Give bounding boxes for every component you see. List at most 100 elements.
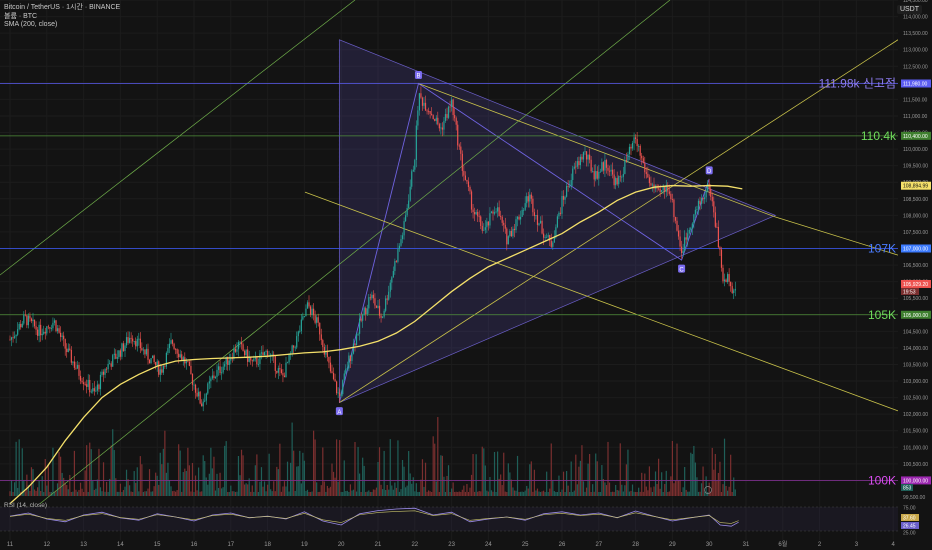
volume-bar: [579, 460, 581, 496]
volume-bar: [26, 474, 28, 496]
price-tick: 108,000.00: [903, 213, 928, 219]
candle: [635, 137, 637, 139]
volume-bar: [204, 461, 206, 496]
volume-bar: [432, 436, 434, 496]
volume-bar: [621, 484, 623, 496]
volume-bar: [486, 490, 488, 496]
volume-bar: [685, 489, 687, 496]
rsi-tick: 25.00: [903, 531, 916, 537]
candle: [237, 342, 240, 350]
candle: [104, 368, 106, 375]
volume-bar: [320, 485, 322, 496]
volume-bar: [670, 476, 672, 496]
volume-bar: [63, 477, 65, 496]
candle: [83, 382, 85, 385]
candle: [524, 203, 526, 210]
candle: [78, 365, 80, 376]
volume-bar: [121, 491, 123, 496]
candle: [401, 235, 404, 240]
rsi-indicator-label[interactable]: RSI (14, close): [4, 502, 47, 509]
volume-bar: [136, 467, 138, 496]
candle: [472, 209, 474, 213]
reload-icon: [704, 486, 712, 494]
price-flag-label: 111,980.00: [903, 81, 928, 87]
volume-bar: [202, 455, 204, 496]
time-tick: 30: [706, 542, 713, 548]
volume-bar: [129, 485, 131, 496]
candle: [530, 194, 532, 199]
candle: [431, 113, 433, 116]
candle: [498, 207, 500, 217]
candle: [397, 248, 399, 262]
currency-badge[interactable]: USDT: [896, 5, 922, 14]
candle: [719, 247, 721, 250]
volume-bar: [431, 491, 433, 496]
volume-bar: [378, 447, 381, 496]
volume-bar: [510, 479, 512, 496]
candle: [188, 361, 190, 366]
candle: [9, 339, 11, 341]
volume-bar: [481, 446, 483, 496]
candle: [18, 323, 20, 330]
candle: [294, 347, 296, 349]
symbol-title[interactable]: Bitcoin / TetherUS · 1시간 · BINANCE: [4, 4, 121, 11]
candle: [474, 212, 476, 215]
candle: [60, 332, 62, 337]
volume-bar: [674, 480, 677, 496]
volume-bar: [592, 484, 594, 496]
candle: [651, 184, 654, 186]
volume-bar: [190, 491, 192, 496]
candle: [102, 371, 105, 375]
candle: [457, 124, 459, 146]
candle: [549, 235, 551, 241]
volume-bar: [595, 453, 597, 496]
volume-bar: [337, 481, 339, 496]
candle: [343, 373, 345, 381]
candle: [612, 169, 614, 175]
volume-bar: [420, 479, 422, 496]
volume-bar: [423, 486, 425, 496]
sma-200-line: [9, 184, 743, 505]
candle: [253, 358, 255, 362]
sma-indicator-label[interactable]: SMA (200, close): [4, 21, 58, 28]
candle: [501, 216, 503, 223]
volume-bar: [274, 491, 276, 496]
volume-bar: [216, 473, 218, 496]
volume-bar: [225, 441, 227, 496]
candle: [587, 154, 589, 160]
candle: [619, 176, 621, 178]
volume-bar: [175, 491, 177, 496]
price-tick: 111,500.00: [903, 97, 928, 103]
candle: [43, 331, 45, 334]
candle: [193, 384, 195, 386]
volume-bar: [316, 482, 318, 496]
volume-bar: [561, 489, 563, 496]
candle: [254, 357, 256, 359]
candle: [219, 366, 221, 374]
candle: [566, 186, 568, 197]
time-tick: 12: [43, 542, 50, 548]
pattern-point-label: A: [337, 410, 341, 416]
price-flag-label: 107,000.00: [903, 247, 928, 253]
volume-bar: [133, 471, 135, 496]
volume-bar: [285, 486, 287, 496]
volume-bar: [98, 448, 100, 496]
price-tick: 114,000.00: [903, 15, 928, 21]
volume-bar: [76, 491, 79, 496]
volume-bar: [343, 460, 345, 496]
volume-bar: [658, 458, 660, 496]
volume-indicator-label[interactable]: 볼륨 · BTC: [4, 12, 38, 20]
volume-bar: [10, 480, 13, 496]
price-tick: 106,500.00: [903, 263, 928, 269]
candle: [118, 350, 120, 358]
volume-bar: [461, 489, 463, 496]
candle: [296, 336, 298, 348]
volume-bar: [400, 489, 402, 496]
candle: [682, 250, 684, 254]
volume-bar: [622, 491, 624, 496]
volume-bar: [490, 490, 493, 496]
candle: [217, 366, 220, 370]
candle: [582, 152, 585, 160]
candle: [700, 198, 703, 204]
